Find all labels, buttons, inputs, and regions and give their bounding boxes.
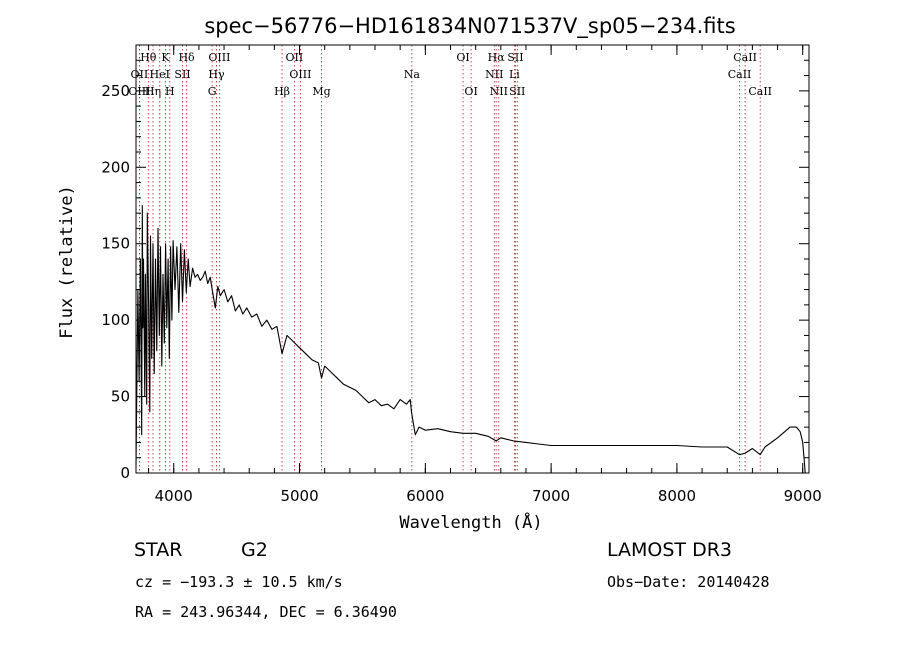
- spectral-line-label: OIII: [289, 68, 311, 81]
- y-axis-label: Flux (relative): [57, 185, 77, 339]
- spectral-line-label: CaII: [748, 85, 772, 98]
- chart-title: spec−56776−HD161834N071537V_sp05−234.fit…: [204, 14, 735, 39]
- survey-name: LAMOST DR3: [607, 539, 732, 561]
- spectral-line-label: Hγ: [208, 68, 225, 81]
- series-layer: [135, 204, 806, 474]
- x-tick-label: 5000: [280, 487, 318, 505]
- x-tick-label: 8000: [658, 487, 696, 505]
- sky-coordinates: RA = 243.96344, DEC = 6.36490: [135, 603, 397, 621]
- y-tick-label: 100: [101, 311, 130, 329]
- spectral-line-label: HeI: [150, 68, 170, 81]
- x-tick-label: 7000: [532, 487, 570, 505]
- spectral-line-label: OIII: [208, 51, 230, 64]
- x-tick-label: 4000: [155, 487, 193, 505]
- plot-frame: [135, 44, 810, 474]
- spectral-line-label: G: [208, 85, 217, 98]
- spectral-line-label: Hβ: [274, 85, 290, 98]
- spectral-line-label: OII: [286, 51, 304, 64]
- y-tick-label: 50: [111, 388, 130, 406]
- object-class: STAR: [134, 539, 183, 561]
- redshift-velocity: cz = −193.3 ± 10.5 km/s: [135, 573, 343, 591]
- spectral-line-label: SII: [509, 85, 525, 98]
- spectral-line-label: H: [165, 85, 175, 98]
- spectral-line-label: Hδ: [178, 51, 195, 64]
- spectral-line-label: K: [161, 51, 170, 64]
- spectral-line-label: CaII: [728, 68, 752, 81]
- spectral-line-label: CaII: [733, 51, 757, 64]
- spectral-line-label: SII: [174, 68, 190, 81]
- x-tick-label: 9000: [784, 487, 822, 505]
- spectral-line-label: Na: [404, 68, 421, 81]
- y-tick-label: 200: [101, 158, 130, 176]
- spectral-line-label: NII: [490, 85, 508, 98]
- y-tick-label: 0: [120, 464, 130, 482]
- x-axis-label: Wavelength (Å): [399, 511, 542, 533]
- spectral-line-label: NII: [485, 68, 503, 81]
- y-tick-label: 150: [101, 235, 130, 253]
- series-line-flux: [135, 204, 806, 474]
- spectral-line-label: Mg: [312, 85, 330, 98]
- spectral-line-label: OI: [456, 51, 469, 64]
- spectral-line-label: OI: [464, 85, 477, 98]
- observation-date: Obs−Date: 20140428: [607, 573, 770, 591]
- spectral-line-label: Hα: [488, 51, 506, 64]
- spectral-line-label: OIII: [128, 85, 150, 98]
- spectral-line-label: Li: [509, 68, 520, 81]
- object-subclass: G2: [241, 539, 268, 561]
- spectral-line-label: SII: [507, 51, 523, 64]
- x-tick-label: 6000: [406, 487, 444, 505]
- spectral-line-label: Hθ: [140, 51, 157, 64]
- spectral-line-label: Hη: [145, 85, 161, 98]
- y-tick-label: 250: [101, 82, 130, 100]
- axis-ticks: 4000 5000 6000 7000 8000 9000 0 50 100 150 200 250: [101, 45, 822, 505]
